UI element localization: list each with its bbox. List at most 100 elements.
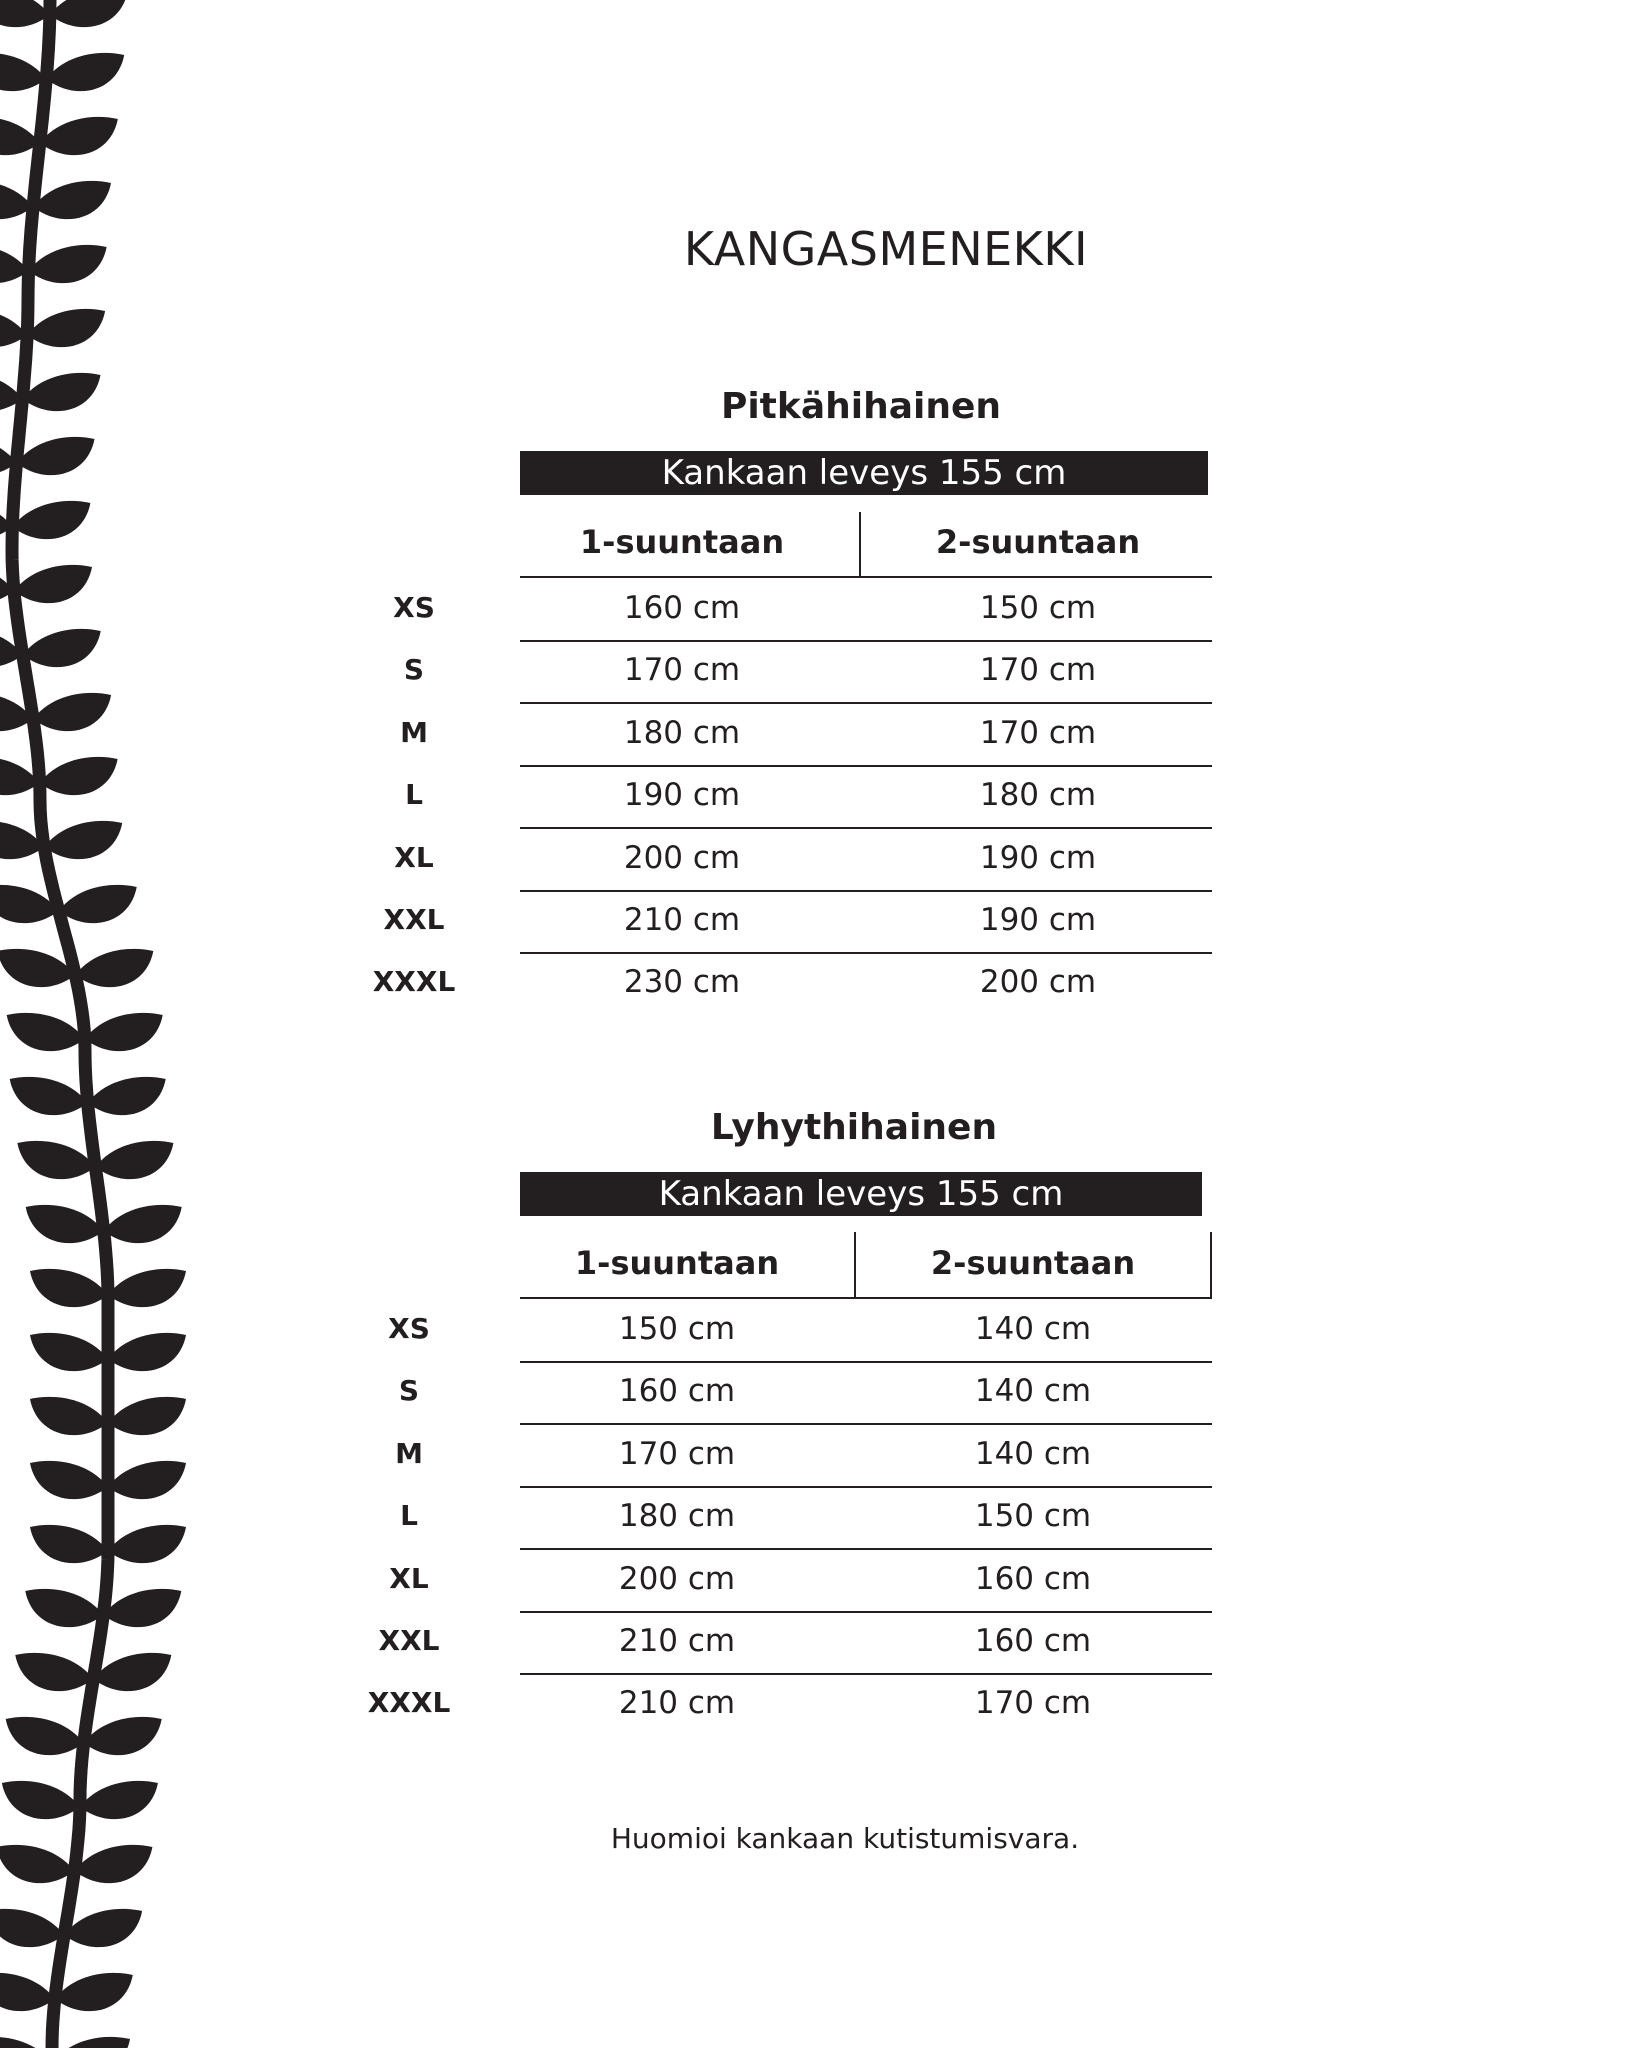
leaf-icon xyxy=(108,1460,186,1500)
leaf-icon xyxy=(12,500,91,540)
leaf-icon xyxy=(30,1524,108,1564)
leaf-icon xyxy=(68,2036,130,2048)
leaf-icon xyxy=(0,514,13,535)
size-label: M xyxy=(400,715,428,749)
leaf-icon xyxy=(0,1908,65,1948)
row-rule xyxy=(520,702,1212,705)
table-subtitle: Lyhythihainen xyxy=(710,1107,998,1148)
size-label: XS xyxy=(388,1312,430,1345)
leaf-icon xyxy=(0,184,33,220)
leaf-icon xyxy=(58,884,137,924)
leaf-icon xyxy=(0,1844,75,1884)
fabric-2-direction: 190 cm xyxy=(979,839,1097,876)
leaf-icon xyxy=(0,448,17,473)
fabric-width-banner: Kankaan leveys 155 cm xyxy=(520,451,1208,495)
leaf-icon xyxy=(6,1012,85,1052)
leaf-icon xyxy=(39,756,118,796)
leaf-icon xyxy=(30,1396,108,1436)
fabric-2-direction: 190 cm xyxy=(979,902,1097,938)
column-divider xyxy=(1210,1232,1212,1298)
shrinkage-note: Huomioi kankaan kutistumisvara. xyxy=(610,1822,1080,1855)
leaf-icon xyxy=(0,53,47,92)
fabric-2-direction: 170 cm xyxy=(974,1685,1092,1722)
row-rule xyxy=(520,827,1212,830)
row-rule xyxy=(520,952,1212,954)
fabric-2-direction: 140 cm xyxy=(974,1435,1092,1472)
row-rule xyxy=(520,1423,1212,1426)
fabric-2-direction: 180 cm xyxy=(979,777,1097,814)
fabric-1-direction: 160 cm xyxy=(623,590,741,626)
size-label: XL xyxy=(394,840,434,874)
column-header-2-direction: 2-suuntaan xyxy=(935,523,1141,561)
leaf-icon xyxy=(103,1588,182,1628)
leaf-icon xyxy=(0,314,28,347)
leaf-icon xyxy=(33,180,111,220)
fabric-1-direction: 170 cm xyxy=(618,1435,736,1472)
leaf-icon xyxy=(0,884,59,924)
fabric-1-direction: 160 cm xyxy=(618,1373,736,1410)
leaf-icon xyxy=(39,116,118,156)
leaf-icon xyxy=(0,0,50,28)
fabric-1-direction: 180 cm xyxy=(623,714,741,751)
leaf-icon xyxy=(33,692,112,732)
fabric-1-direction: 200 cm xyxy=(623,839,741,876)
leaf-icon xyxy=(30,1460,108,1500)
size-label: XXXL xyxy=(367,1686,451,1720)
leaf-icon xyxy=(0,758,40,796)
leaf-icon xyxy=(75,948,154,988)
size-label: L xyxy=(405,778,423,812)
leaf-icon xyxy=(79,1780,158,1820)
size-label: XXL xyxy=(378,1624,440,1657)
leaf-icon xyxy=(84,1012,163,1052)
fabric-2-direction: 200 cm xyxy=(979,964,1097,1001)
fabric-1-direction: 190 cm xyxy=(623,777,741,814)
leaf-icon xyxy=(44,820,123,860)
column-header-1-direction: 1-suuntaan xyxy=(574,1244,780,1282)
size-label: XS xyxy=(393,591,435,624)
leaf-icon xyxy=(0,822,45,860)
fabric-2-direction: 170 cm xyxy=(979,714,1097,751)
leaf-icon xyxy=(5,1716,84,1756)
leaf-icon xyxy=(108,1396,186,1436)
fabric-2-direction: 150 cm xyxy=(974,1498,1092,1535)
size-label: S xyxy=(403,653,425,687)
leaf-icon xyxy=(64,1908,143,1948)
page-title: KANGASMENEKKI xyxy=(683,222,1089,276)
leaf-icon xyxy=(15,1652,94,1692)
leaf-icon xyxy=(46,52,125,92)
fabric-2-direction: 140 cm xyxy=(974,1311,1092,1347)
leaf-icon xyxy=(25,1204,104,1244)
row-rule xyxy=(520,1673,1212,1675)
row-rule xyxy=(520,1548,1212,1551)
fabric-1-direction: 200 cm xyxy=(618,1560,736,1597)
leaf-icon xyxy=(0,250,29,283)
fabric-1-direction: 210 cm xyxy=(618,1685,736,1722)
fabric-1-direction: 180 cm xyxy=(618,1498,736,1535)
leaf-icon xyxy=(0,118,40,156)
leaf-icon xyxy=(1,1780,80,1820)
leaf-icon xyxy=(0,636,23,666)
size-label: M xyxy=(395,1436,423,1470)
fabric-1-direction: 210 cm xyxy=(623,902,741,938)
leaf-icon xyxy=(54,1972,133,2012)
leaf-icon xyxy=(25,1588,104,1628)
size-label: XL xyxy=(389,1561,429,1595)
leaf-icon xyxy=(28,244,107,284)
leaf-icon xyxy=(95,1140,174,1180)
leaf-icon xyxy=(83,1716,162,1756)
fabric-1-direction: 230 cm xyxy=(623,964,741,1001)
row-rule xyxy=(520,764,1212,767)
column-divider xyxy=(859,512,861,577)
column-header-1-direction: 1-suuntaan xyxy=(579,523,785,561)
leaf-icon xyxy=(87,1076,166,1116)
table-subtitle: Pitkähihainen xyxy=(720,386,1002,427)
row-rule xyxy=(520,640,1212,642)
size-label: S xyxy=(398,1374,420,1408)
row-rule xyxy=(520,1361,1212,1363)
leaf-icon xyxy=(0,577,14,600)
leaf-icon xyxy=(103,1204,182,1244)
header-rule xyxy=(520,576,1212,578)
leaf-icon xyxy=(0,948,76,988)
leaf-icon xyxy=(9,1076,88,1116)
leaf-icon xyxy=(0,380,23,410)
